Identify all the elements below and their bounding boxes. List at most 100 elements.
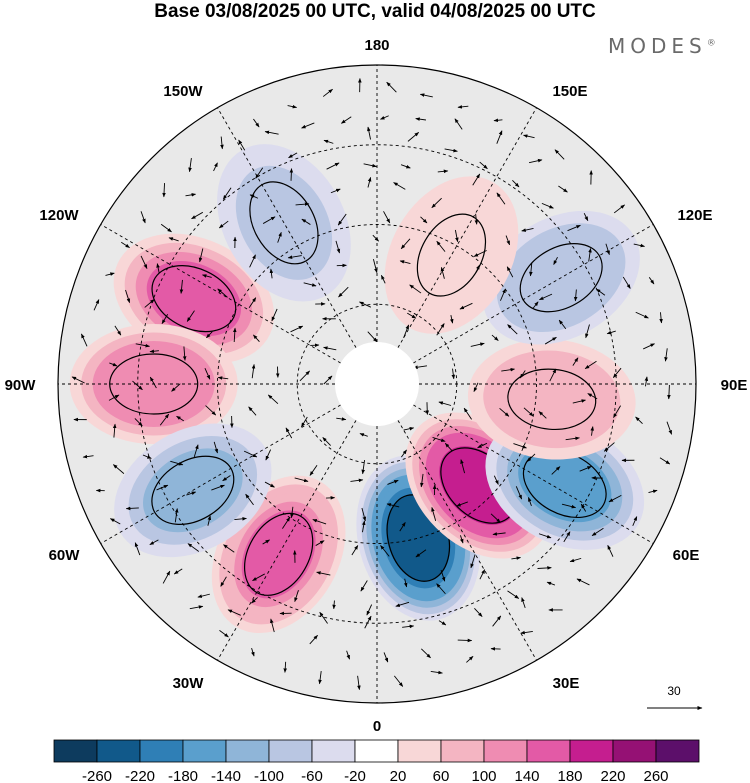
wind-arrow <box>248 297 257 309</box>
colorbar-cell <box>268 739 313 763</box>
wind-arrow <box>572 399 586 404</box>
wind-arrow <box>437 169 449 174</box>
wind-arrow <box>156 484 169 491</box>
brand-text: MODES <box>608 34 707 58</box>
wind-arrow <box>204 367 211 380</box>
colorbar: -260 -220 -180 -140 -100 -60 -20 20 60 100 140 180 2… <box>53 739 700 783</box>
colorbar-tick-label: -220 <box>125 768 155 783</box>
wind-arrow <box>380 274 386 284</box>
wind-arrow <box>491 334 499 341</box>
wind-arrow <box>539 293 553 301</box>
wind-arrow <box>511 556 521 560</box>
wind-arrow <box>372 234 379 242</box>
colorbar-cell <box>53 739 98 763</box>
wind-arrow <box>132 380 143 391</box>
wind-arrow <box>606 330 616 335</box>
colorbar-cell <box>526 739 571 763</box>
wind-arrow <box>507 324 518 335</box>
wind-arrow <box>436 583 446 595</box>
wind-arrow <box>81 333 88 347</box>
colorbar-tick-label: -20 <box>344 768 366 783</box>
wind-arrow <box>591 527 604 537</box>
label-30w: 30W <box>173 675 205 692</box>
meridian-line <box>217 107 378 385</box>
colorbar-cell <box>182 739 227 763</box>
wind-arrow <box>400 449 407 458</box>
wind-arrow <box>191 211 204 220</box>
modes-logo: MODES® <box>608 34 716 58</box>
wind-arrow <box>335 240 341 254</box>
wind-arrow <box>372 258 378 274</box>
wind-arrow <box>288 152 298 159</box>
wind-arrow <box>110 518 121 525</box>
wind-arrow <box>561 503 577 509</box>
wind-arrow <box>666 421 673 435</box>
wind-arrow <box>364 615 372 629</box>
wind-arrow <box>664 348 668 362</box>
wind-arrow <box>114 325 122 336</box>
colorbar-cell <box>96 739 141 763</box>
wind-arrow <box>500 288 506 301</box>
polar-cap <box>335 342 419 426</box>
wind-arrow <box>613 204 625 214</box>
wind-arrow <box>413 365 428 369</box>
wind-arrow <box>319 611 328 624</box>
wind-arrow <box>182 346 187 361</box>
wind-arrow <box>492 615 502 627</box>
wind-arrow <box>438 401 452 406</box>
colorbar-tick-label: 60 <box>433 768 450 783</box>
wind-arrow <box>580 503 587 512</box>
wind-arrow <box>415 117 426 121</box>
wind-arrow <box>436 240 446 252</box>
wind-arrow <box>454 229 459 243</box>
wind-arrow <box>537 566 552 570</box>
wind-arrow <box>243 450 258 458</box>
wind-arrow <box>523 407 534 417</box>
wind-arrow <box>255 167 264 179</box>
label-0: 0 <box>373 718 381 735</box>
wind-arrow <box>233 327 237 342</box>
wind-arrow <box>93 299 100 311</box>
wind-arrow <box>466 656 474 663</box>
wind-arrow <box>227 609 241 616</box>
wind-arrow <box>301 218 311 225</box>
wind-arrow <box>648 489 658 494</box>
wind-arrow <box>632 516 638 526</box>
wind-arrow <box>584 360 597 370</box>
wind-arrow <box>473 250 487 257</box>
label-30e: 30E <box>553 675 580 692</box>
wind-arrow <box>326 162 340 170</box>
wind-arrow <box>419 93 433 98</box>
wind-arrow <box>430 670 443 675</box>
wind-arrow <box>287 104 298 109</box>
wind-arrow <box>590 426 595 436</box>
wind-arrow <box>245 493 254 506</box>
wind-arrow <box>357 675 361 691</box>
wind-arrow <box>472 173 481 186</box>
wind-arrow <box>193 444 199 457</box>
brand-registered-mark: ® <box>706 38 716 49</box>
colorbar-tick-label: -60 <box>301 768 323 783</box>
wind-arrow <box>449 315 454 324</box>
wind-arrow <box>248 406 257 416</box>
wind-arrow <box>219 629 229 638</box>
wind-arrow <box>301 416 308 428</box>
reference-vector-label: 30 <box>667 684 681 698</box>
wind-arrow <box>659 457 671 465</box>
wind-arrow <box>380 545 390 557</box>
wind-arrow <box>563 531 571 543</box>
wind-arrow <box>493 118 503 123</box>
meridian-line <box>100 383 378 544</box>
contour-line <box>522 449 607 519</box>
wind-arrow <box>270 618 275 633</box>
wind-arrow <box>211 484 225 491</box>
wind-arrow <box>551 466 561 475</box>
wind-arrow <box>340 116 352 124</box>
wind-arrow <box>402 624 415 629</box>
wind-arrow <box>290 325 304 333</box>
meridian-line <box>376 383 537 661</box>
label-150e: 150E <box>552 83 587 100</box>
wind-arrow <box>174 508 179 523</box>
label-180: 180 <box>364 37 389 54</box>
wind-arrow <box>460 459 466 474</box>
